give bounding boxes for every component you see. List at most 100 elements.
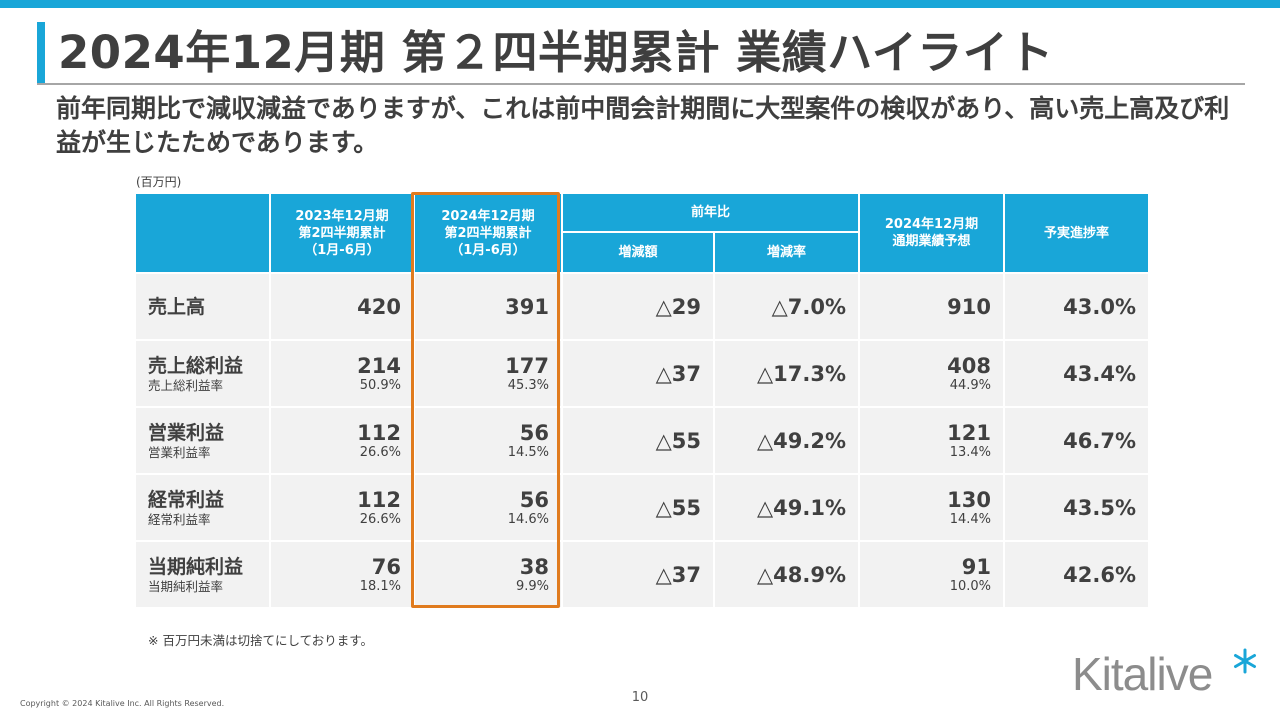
top-accent-bar <box>0 0 1280 8</box>
progress-value: 46.7% <box>1005 408 1148 473</box>
row-label-cell: 当期純利益 当期純利益率 <box>136 542 269 607</box>
table-row: 売上総利益 売上総利益率 214 50.9% 177 45.3% △37 △17… <box>136 341 1148 406</box>
row-sublabel: 経常利益率 <box>148 511 211 527</box>
prev-value: 76 <box>371 554 401 579</box>
prev-value: 420 <box>357 294 401 319</box>
curr-value: 56 <box>519 420 549 445</box>
header-prev-line1: 2023年12月期 <box>295 208 389 224</box>
asterisk-star-icon <box>1234 648 1256 674</box>
header-forecast: 2024年12月期 通期業績予想 <box>860 194 1003 272</box>
row-label: 営業利益 <box>148 421 225 444</box>
performance-table: 2023年12月期 第2四半期累計 （1月-6月） 2024年12月期 第2四半… <box>134 192 1150 609</box>
curr-cell: 56 14.5% <box>415 408 561 473</box>
footnote: ※ 百万円未満は切捨てにしております。 <box>148 633 373 648</box>
header-blank <box>136 194 269 272</box>
forecast-value: 91 <box>961 554 991 579</box>
page-subtitle: 前年同期比で減収減益でありますが、これは前中間会計期間に大型案件の検収があり、高… <box>56 94 1230 157</box>
diff-value: △37 <box>563 341 713 406</box>
curr-margin: 9.9% <box>515 578 549 594</box>
rate-value: △17.3% <box>715 341 858 406</box>
title-accent-bar <box>37 22 45 84</box>
row-label-cell: 売上高 <box>136 274 269 339</box>
rate-value: △7.0% <box>715 274 858 339</box>
row-label: 売上総利益 <box>148 354 244 377</box>
forecast-margin: 10.0% <box>949 578 991 594</box>
curr-value: 391 <box>505 294 549 319</box>
forecast-cell: 91 10.0% <box>860 542 1003 607</box>
company-logo: Kitalive <box>1072 648 1257 704</box>
row-label: 当期純利益 <box>148 555 244 578</box>
unit-label: (百万円) <box>136 175 182 189</box>
row-label-cell: 売上総利益 売上総利益率 <box>136 341 269 406</box>
header-forecast-line2: 通期業績予想 <box>892 234 971 249</box>
prev-value: 112 <box>357 487 401 512</box>
logo-text: Kitalive <box>1072 648 1213 700</box>
forecast-value: 910 <box>947 294 991 319</box>
header-yoy-rate: 増減率 <box>715 233 858 272</box>
forecast-value: 130 <box>947 487 991 512</box>
forecast-margin: 13.4% <box>949 444 991 460</box>
curr-value: 56 <box>519 487 549 512</box>
curr-margin: 45.3% <box>507 377 549 393</box>
diff-value: △37 <box>563 542 713 607</box>
prev-margin: 50.9% <box>359 377 401 393</box>
header-curr-period: 2024年12月期 第2四半期累計 （1月-6月） <box>415 194 561 272</box>
curr-cell: 177 45.3% <box>415 341 561 406</box>
rate-value: △49.2% <box>715 408 858 473</box>
header-prev-line2: 第2四半期累計 <box>298 225 386 241</box>
table-row: 経常利益 経常利益率 112 26.6% 56 14.6% △55 △49.1%… <box>136 475 1148 540</box>
row-sublabel: 営業利益率 <box>148 444 211 460</box>
curr-margin: 14.6% <box>507 511 549 527</box>
prev-margin: 18.1% <box>359 578 401 594</box>
table-row: 営業利益 営業利益率 112 26.6% 56 14.5% △55 △49.2%… <box>136 408 1148 473</box>
row-sublabel: 売上総利益率 <box>148 377 224 393</box>
forecast-cell: 130 14.4% <box>860 475 1003 540</box>
row-label-cell: 経常利益 経常利益率 <box>136 475 269 540</box>
curr-cell: 391 <box>415 274 561 339</box>
prev-value: 214 <box>357 353 401 378</box>
progress-value: 43.5% <box>1005 475 1148 540</box>
curr-cell: 56 14.6% <box>415 475 561 540</box>
progress-value: 43.4% <box>1005 341 1148 406</box>
forecast-cell: 408 44.9% <box>860 341 1003 406</box>
forecast-value: 408 <box>947 353 991 378</box>
title-underline <box>37 83 1245 85</box>
header-curr-line2: 第2四半期累計 <box>444 225 532 241</box>
prev-margin: 26.6% <box>359 444 401 460</box>
curr-margin: 14.5% <box>507 444 549 460</box>
prev-margin: 26.6% <box>359 511 401 527</box>
rate-value: △49.1% <box>715 475 858 540</box>
prev-cell: 112 26.6% <box>271 408 413 473</box>
header-yoy-amount: 増減額 <box>563 233 713 272</box>
header-forecast-line1: 2024年12月期 <box>884 217 979 232</box>
forecast-margin: 14.4% <box>949 511 991 527</box>
diff-value: △55 <box>563 475 713 540</box>
header-yoy: 前年比 <box>563 194 858 231</box>
prev-cell: 112 26.6% <box>271 475 413 540</box>
diff-value: △55 <box>563 408 713 473</box>
row-label-cell: 営業利益 営業利益率 <box>136 408 269 473</box>
row-sublabel: 当期純利益率 <box>148 578 224 594</box>
curr-value: 177 <box>505 353 549 378</box>
page-title: 2024年12月期 第２四半期累計 業績ハイライト <box>58 26 1054 79</box>
curr-cell: 38 9.9% <box>415 542 561 607</box>
progress-value: 43.0% <box>1005 274 1148 339</box>
copyright: Copyright © 2024 Kitalive Inc. All Right… <box>20 699 225 708</box>
header-curr-line1: 2024年12月期 <box>441 208 535 224</box>
header-progress: 予実進捗率 <box>1005 194 1148 272</box>
prev-cell: 420 <box>271 274 413 339</box>
forecast-margin: 44.9% <box>949 377 991 393</box>
header-prev-line3: （1月-6月） <box>304 242 380 258</box>
forecast-cell: 121 13.4% <box>860 408 1003 473</box>
rate-value: △48.9% <box>715 542 858 607</box>
diff-value: △29 <box>563 274 713 339</box>
header-curr-line3: （1月-6月） <box>450 242 526 258</box>
progress-value: 42.6% <box>1005 542 1148 607</box>
header-prev-period: 2023年12月期 第2四半期累計 （1月-6月） <box>271 194 413 272</box>
forecast-value: 121 <box>947 420 991 445</box>
row-label: 売上高 <box>148 295 206 318</box>
row-label: 経常利益 <box>148 488 225 511</box>
prev-value: 112 <box>357 420 401 445</box>
prev-cell: 214 50.9% <box>271 341 413 406</box>
prev-cell: 76 18.1% <box>271 542 413 607</box>
